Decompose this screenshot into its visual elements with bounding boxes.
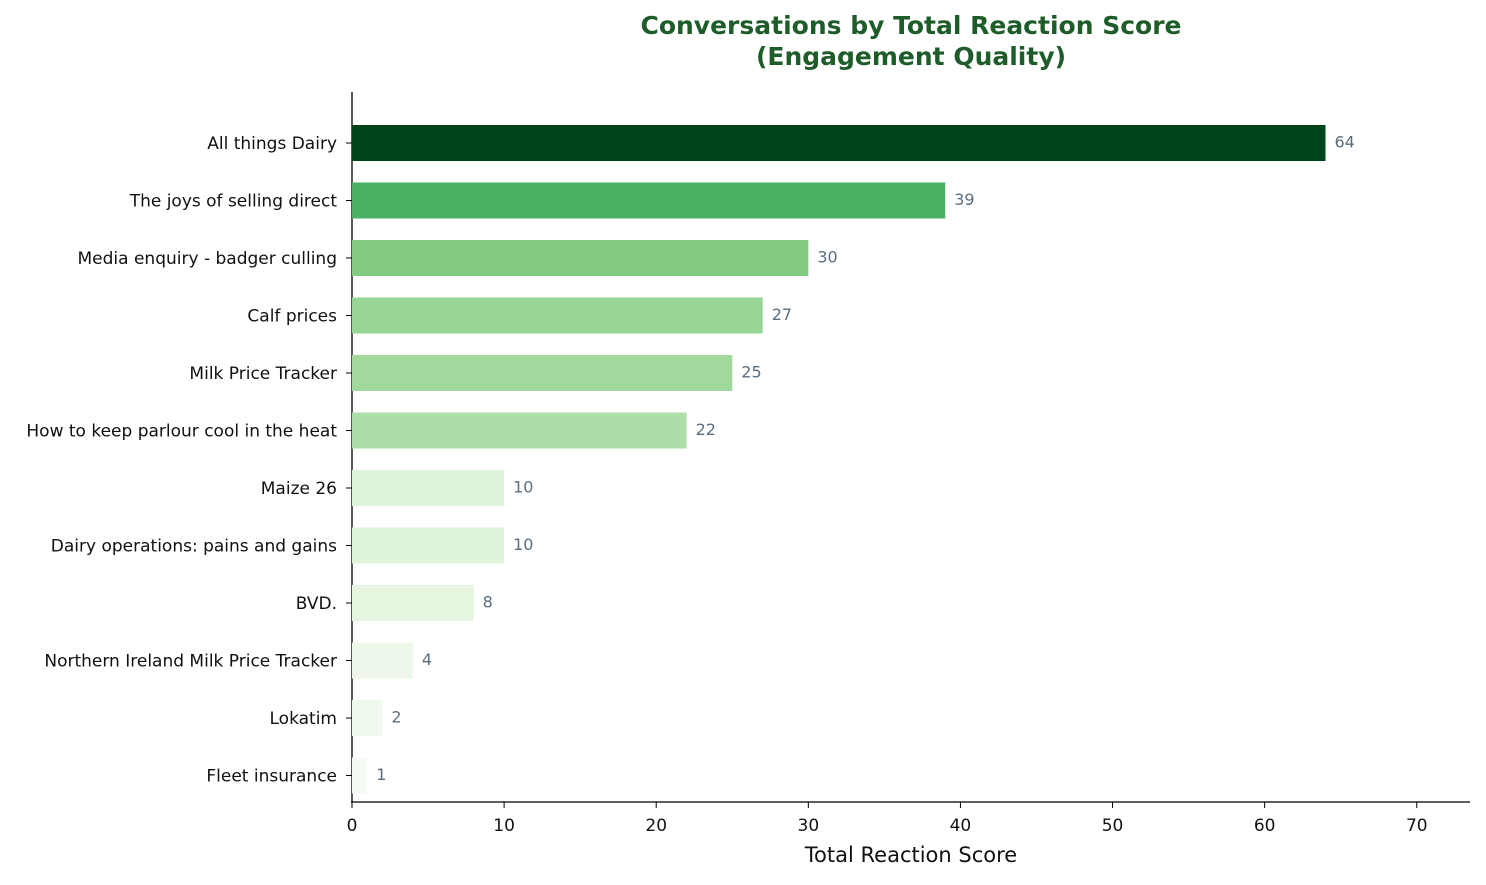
- value-label: 22: [696, 420, 716, 439]
- value-label: 64: [1334, 133, 1354, 152]
- y-tick-label: Maize 26: [261, 479, 337, 499]
- y-tick-label: Lokatim: [270, 709, 338, 729]
- y-tick-label: The joys of selling direct: [129, 192, 338, 212]
- value-label: 25: [741, 363, 761, 382]
- bar: [352, 700, 383, 736]
- x-tick-label: 60: [1254, 816, 1276, 836]
- bar: [352, 642, 413, 679]
- bar: [352, 412, 687, 449]
- chart-title: Conversations by Total Reaction Score: [640, 11, 1181, 40]
- value-label: 2: [391, 708, 401, 727]
- y-tick-label: Fleet insurance: [206, 767, 337, 787]
- y-tick-label: All things Dairy: [207, 134, 337, 154]
- y-tick-label: Northern Ireland Milk Price Tracker: [44, 652, 337, 672]
- x-tick-label: 10: [493, 816, 515, 836]
- bar: [352, 527, 505, 564]
- bar: [352, 757, 368, 794]
- bar: [352, 240, 809, 276]
- value-label: 8: [483, 593, 493, 612]
- value-label: 10: [513, 535, 533, 554]
- y-tick-label: Calf prices: [247, 307, 337, 327]
- value-label: 10: [513, 478, 533, 497]
- bar: [352, 585, 474, 621]
- value-label: 1: [376, 765, 386, 784]
- x-tick-label: 0: [347, 816, 358, 836]
- x-tick-label: 70: [1406, 816, 1428, 836]
- x-tick-label: 30: [798, 816, 820, 836]
- y-tick-label: Dairy operations: pains and gains: [51, 537, 337, 557]
- x-tick-label: 40: [950, 816, 972, 836]
- value-label: 4: [422, 650, 432, 669]
- value-label: 27: [772, 305, 792, 324]
- x-axis-label: Total Reaction Score: [804, 843, 1017, 867]
- y-tick-label: BVD.: [296, 594, 337, 614]
- chart-subtitle: (Engagement Quality): [756, 42, 1066, 71]
- bar: [352, 470, 505, 506]
- y-tick-label: How to keep parlour cool in the heat: [26, 422, 337, 442]
- y-tick-label: Milk Price Tracker: [189, 364, 337, 384]
- x-tick-label: 50: [1102, 816, 1124, 836]
- bar: [352, 297, 763, 334]
- x-tick-label: 20: [645, 816, 667, 836]
- y-tick-label: Media enquiry - badger culling: [78, 249, 337, 269]
- bar: [352, 125, 1326, 161]
- value-label: 30: [817, 248, 837, 267]
- bar: [352, 355, 733, 391]
- value-label: 39: [954, 190, 974, 209]
- bar: [352, 182, 946, 219]
